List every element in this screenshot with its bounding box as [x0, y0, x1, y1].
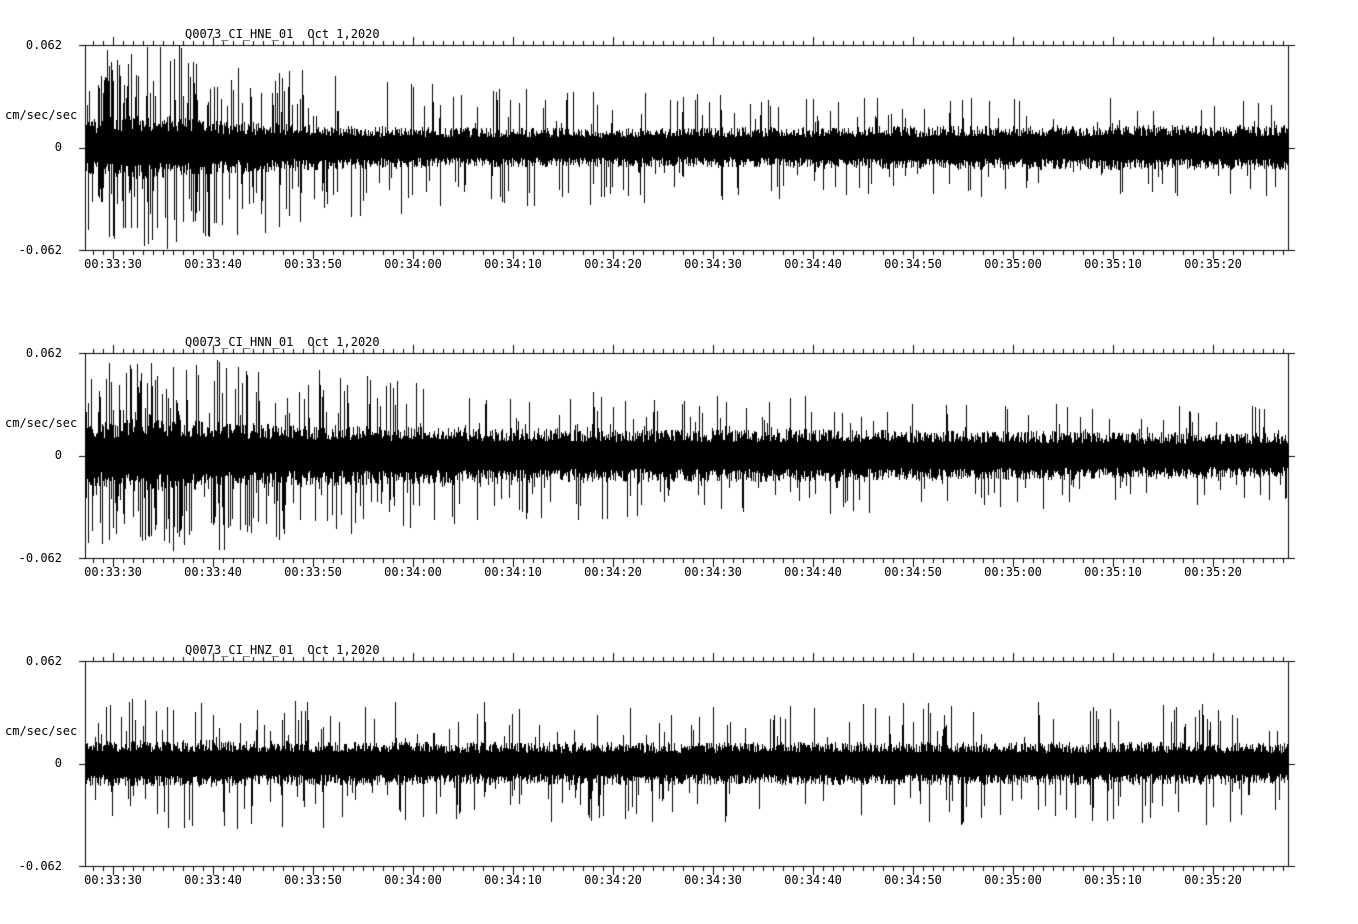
- y-tick-zero: 0: [54, 756, 62, 770]
- y-tick-max: 0.062: [25, 654, 62, 668]
- waveform-panel-hnn: Q0073_CI_HNN_01 Oct 1,2020 0.062 cm/sec/s…: [0, 335, 1358, 645]
- trace-id: Q0073_CI_HNZ_01: [185, 643, 294, 657]
- x-tick-label: 00:35:20: [1184, 565, 1242, 579]
- y-tick-max: 0.062: [25, 346, 62, 360]
- trace-title: Q0073_CI_HNN_01 Oct 1,2020: [185, 335, 380, 349]
- x-tick-label: 00:34:30: [684, 873, 742, 887]
- x-tick-label: 00:34:10: [484, 257, 542, 271]
- x-tick-label: 00:33:30: [84, 257, 142, 271]
- waveform-canvas-hne: [75, 35, 1298, 260]
- x-tick-label: 00:35:20: [1184, 873, 1242, 887]
- x-tick-label: 00:34:50: [884, 873, 942, 887]
- x-tick-label: 00:34:50: [884, 565, 942, 579]
- x-tick-label: 00:34:30: [684, 565, 742, 579]
- waveform-canvas-hnn: [75, 343, 1298, 568]
- x-tick-label: 00:35:10: [1084, 257, 1142, 271]
- x-tick-label: 00:34:40: [784, 873, 842, 887]
- x-tick-label: 00:34:20: [584, 873, 642, 887]
- x-axis-labels: 00:33:30 00:33:40 00:33:50 00:34:00 00:34:10…: [84, 256, 1288, 272]
- y-tick-max: 0.062: [25, 38, 62, 52]
- x-tick-label: 00:35:20: [1184, 257, 1242, 271]
- waveform-panel-hnz: Q0073_CI_HNZ_01 Oct 1,2020 0.062 cm/sec/s…: [0, 643, 1358, 924]
- y-tick-zero: 0: [54, 448, 62, 462]
- x-tick-label: 00:34:00: [384, 565, 442, 579]
- y-axis-units: cm/sec/sec: [5, 416, 78, 430]
- trace-title: Q0073_CI_HNE_01 Oct 1,2020: [185, 27, 380, 41]
- x-axis-labels: 00:33:30 00:33:40 00:33:50 00:34:00 00:34:10…: [84, 872, 1288, 888]
- y-axis-units: cm/sec/sec: [5, 724, 78, 738]
- x-tick-label: 00:34:40: [784, 565, 842, 579]
- x-tick-label: 00:33:30: [84, 873, 142, 887]
- waveform-canvas-hnz: [75, 651, 1298, 876]
- trace-title: Q0073_CI_HNZ_01 Oct 1,2020: [185, 643, 380, 657]
- y-axis-units: cm/sec/sec: [5, 108, 78, 122]
- x-tick-label: 00:33:30: [84, 565, 142, 579]
- x-tick-label: 00:33:40: [184, 565, 242, 579]
- x-tick-label: 00:34:20: [584, 565, 642, 579]
- x-tick-label: 00:33:40: [184, 873, 242, 887]
- x-tick-label: 00:34:30: [684, 257, 742, 271]
- trace-id: Q0073_CI_HNN_01: [185, 335, 294, 349]
- x-tick-label: 00:35:10: [1084, 565, 1142, 579]
- x-tick-label: 00:34:00: [384, 257, 442, 271]
- x-tick-label: 00:34:50: [884, 257, 942, 271]
- x-axis-labels: 00:33:30 00:33:40 00:33:50 00:34:00 00:34:10…: [84, 564, 1288, 580]
- x-tick-label: 00:34:40: [784, 257, 842, 271]
- x-tick-label: 00:34:10: [484, 873, 542, 887]
- y-tick-min: -0.062: [18, 551, 62, 565]
- x-tick-label: 00:33:50: [284, 565, 342, 579]
- x-tick-label: 00:34:20: [584, 257, 642, 271]
- x-tick-label: 00:35:00: [984, 565, 1042, 579]
- trace-date: Oct 1,2020: [307, 335, 380, 349]
- y-tick-min: -0.062: [18, 859, 62, 873]
- x-tick-label: 00:33:50: [284, 257, 342, 271]
- x-tick-label: 00:33:50: [284, 873, 342, 887]
- x-tick-label: 00:35:00: [984, 873, 1042, 887]
- trace-id: Q0073_CI_HNE_01: [185, 27, 294, 41]
- x-tick-label: 00:35:00: [984, 257, 1042, 271]
- y-tick-min: -0.062: [18, 243, 62, 257]
- trace-date: Oct 1,2020: [307, 27, 380, 41]
- x-tick-label: 00:34:10: [484, 565, 542, 579]
- trace-date: Oct 1,2020: [307, 643, 380, 657]
- x-tick-label: 00:33:40: [184, 257, 242, 271]
- x-tick-label: 00:34:00: [384, 873, 442, 887]
- waveform-panel-hne: Q0073_CI_HNE_01 Oct 1,2020 0.062 cm/sec/s…: [0, 27, 1358, 337]
- x-tick-label: 00:35:10: [1084, 873, 1142, 887]
- y-tick-zero: 0: [54, 140, 62, 154]
